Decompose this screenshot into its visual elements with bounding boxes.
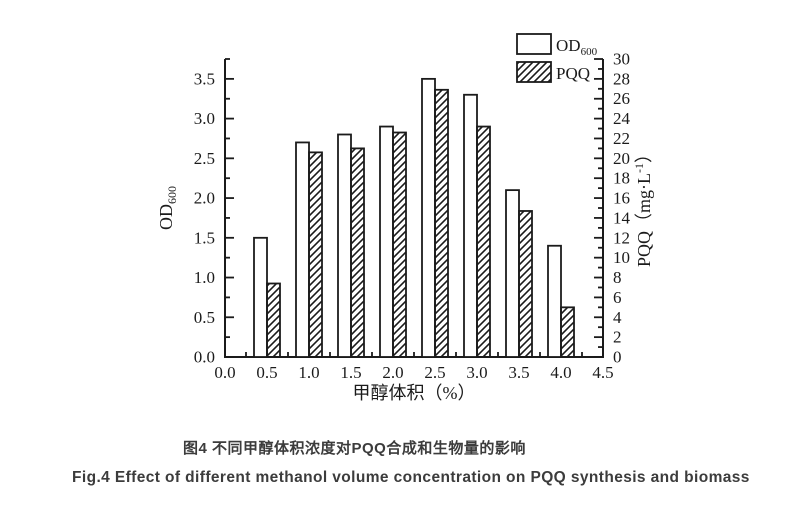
- bar-pqq-1: [308, 151, 323, 358]
- right-tick-label: 0: [613, 348, 622, 367]
- axis-title-od600: OD600: [156, 186, 179, 230]
- right-tick-label: 26: [613, 89, 630, 108]
- x-tick-label: 4.5: [592, 363, 613, 382]
- bar-pqq-1.5: [350, 147, 365, 358]
- right-tick-label: 28: [613, 69, 630, 88]
- legend-label-pqq: PQQ: [556, 64, 590, 83]
- axis-spines: [224, 59, 604, 358]
- chart-area: 0.0 0.5 1.0 1.5 2.0 2.5 3.0 3.5 0 2 4 6 8 10 12 14 16 18 2…: [156, 33, 654, 403]
- left-tick-label: 0.0: [194, 348, 215, 367]
- x-tick-label: 0.5: [256, 363, 277, 382]
- x-tick-label: 4.0: [550, 363, 571, 382]
- left-tick-label: 3.0: [194, 109, 215, 128]
- left-tick-label: 2.0: [194, 189, 215, 208]
- bars-pqq: [266, 88, 575, 358]
- axis-ticks: [224, 58, 604, 358]
- bar-pqq-2.5: [434, 88, 449, 358]
- bars-od600: [253, 77, 562, 358]
- right-tick-label: 22: [613, 129, 630, 148]
- legend-label-od600: OD600: [556, 36, 598, 58]
- legend: OD600 PQQ: [516, 33, 598, 83]
- axis-title-pqq: PQQ（mg·L-1）: [632, 145, 654, 267]
- right-tick-label: 6: [613, 288, 622, 307]
- legend-swatch-od600: [516, 33, 552, 55]
- right-tick-label: 16: [613, 189, 630, 208]
- bar-od600-3.5: [505, 189, 520, 358]
- right-tick-label: 24: [613, 109, 631, 128]
- x-tick-label: 3.5: [508, 363, 529, 382]
- left-tick-label: 3.5: [194, 69, 215, 88]
- bar-pqq-2: [392, 131, 407, 358]
- caption-chinese: 图4 不同甲醇体积浓度对PQQ合成和生物量的影响: [183, 440, 526, 457]
- legend-swatch-pqq: [516, 61, 552, 83]
- caption-english: Fig.4 Effect of different methanol volum…: [72, 469, 750, 486]
- right-tick-label: 4: [613, 308, 622, 327]
- right-tick-label: 12: [613, 228, 630, 247]
- x-axis-title: 甲醇体积（%）: [353, 383, 476, 403]
- bar-od600-1: [295, 141, 310, 358]
- right-tick-label: 10: [613, 248, 630, 267]
- x-tick-label: 0.0: [214, 363, 235, 382]
- axis-titles: OD600 PQQ（mg·L-1） 甲醇体积（%）: [156, 145, 654, 403]
- right-tick-label: 30: [613, 50, 630, 69]
- right-tick-label: 8: [613, 268, 622, 287]
- right-tick-label: 2: [613, 328, 622, 347]
- x-tick-label: 2.0: [382, 363, 403, 382]
- x-tick-label: 2.5: [424, 363, 445, 382]
- bar-od600-4: [547, 244, 562, 358]
- bar-od600-2.5: [421, 77, 436, 358]
- left-tick-label: 2.5: [194, 149, 215, 168]
- bar-chart: 0.00.51.01.52.02.53.03.50246810121416182…: [156, 33, 654, 403]
- bar-pqq-4: [560, 306, 575, 358]
- bar-pqq-3: [476, 125, 491, 358]
- left-tick-label: 0.5: [194, 308, 215, 327]
- x-tick-label: 1.5: [340, 363, 361, 382]
- left-tick-label: 1.5: [194, 228, 215, 247]
- x-tick-label: 1.0: [298, 363, 319, 382]
- bar-od600-3: [463, 93, 478, 358]
- x-tick-label: 3.0: [466, 363, 487, 382]
- right-tick-label: 20: [613, 149, 630, 168]
- right-tick-label: 18: [613, 169, 630, 188]
- bar-pqq-0.5: [266, 282, 281, 358]
- bar-od600-2: [379, 125, 394, 358]
- left-tick-label: 1.0: [194, 268, 215, 287]
- right-tick-label: 14: [613, 208, 631, 227]
- axis-tick-labels: 0.00.51.01.52.02.53.03.50246810121416182…: [194, 50, 631, 383]
- bar-od600-1.5: [337, 133, 352, 358]
- bar-od600-0.5: [253, 236, 268, 358]
- bar-pqq-3.5: [518, 210, 533, 358]
